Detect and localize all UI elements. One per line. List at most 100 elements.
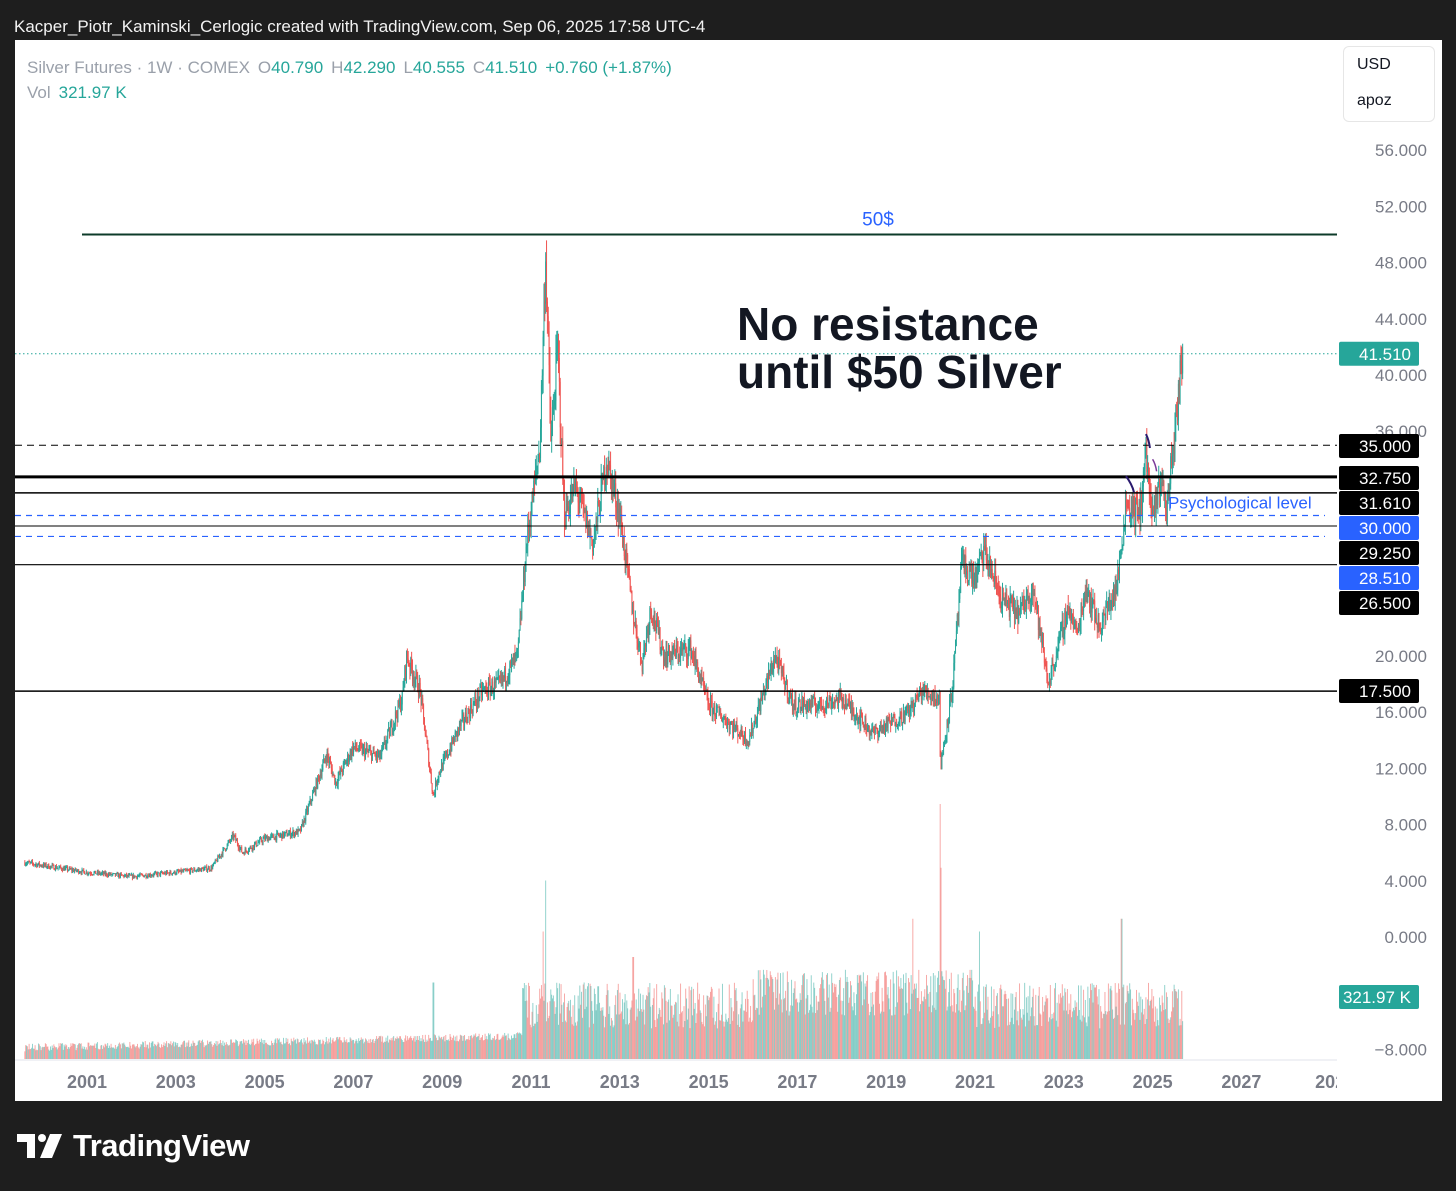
candle bbox=[301, 819, 303, 827]
candle bbox=[1055, 646, 1057, 668]
candle bbox=[278, 833, 280, 838]
candle bbox=[777, 656, 779, 674]
candle bbox=[388, 727, 390, 739]
candle bbox=[1054, 664, 1056, 672]
candle bbox=[569, 484, 571, 527]
volume-bar bbox=[225, 1044, 226, 1059]
candle bbox=[476, 688, 478, 713]
volume-bar bbox=[178, 1047, 179, 1059]
chart-panel[interactable]: 50$ Psychological level No resistance until… bbox=[15, 40, 1442, 1101]
volume-bar bbox=[1172, 1007, 1174, 1059]
volume-bar bbox=[491, 1040, 493, 1059]
volume-bar bbox=[166, 1047, 168, 1059]
candle bbox=[964, 554, 966, 578]
candle bbox=[692, 646, 694, 666]
candle bbox=[980, 543, 982, 560]
volume-bar bbox=[797, 1002, 799, 1059]
candle bbox=[1025, 586, 1027, 619]
volume-bar bbox=[543, 1000, 545, 1059]
volume-bar bbox=[278, 1038, 280, 1059]
volume-bar bbox=[78, 1043, 80, 1059]
currency-selector[interactable]: USD apoz bbox=[1343, 46, 1435, 122]
candle bbox=[414, 676, 416, 691]
volume-bar bbox=[1076, 1002, 1078, 1059]
volume-bar bbox=[541, 996, 543, 1059]
volume-bar bbox=[1039, 1013, 1041, 1059]
candle bbox=[517, 637, 519, 658]
candle bbox=[564, 511, 566, 530]
volume-bar bbox=[973, 1008, 975, 1059]
volume-bar bbox=[577, 995, 579, 1059]
volume-bar bbox=[1043, 1011, 1044, 1059]
volume-bar bbox=[716, 1012, 717, 1059]
volume-bar bbox=[544, 983, 546, 1059]
volume-bar bbox=[192, 1040, 194, 1059]
candle bbox=[750, 732, 752, 737]
candle bbox=[263, 834, 265, 839]
volume-bar bbox=[950, 972, 952, 1059]
volume-bar bbox=[272, 1044, 274, 1059]
volume-bar bbox=[796, 998, 798, 1059]
volume-bar bbox=[454, 1036, 456, 1059]
candle bbox=[213, 861, 215, 865]
volume-bar bbox=[931, 1012, 933, 1059]
candle bbox=[1076, 620, 1078, 635]
candle bbox=[124, 873, 126, 878]
volume-bar bbox=[260, 1038, 262, 1059]
volume-bar bbox=[79, 1043, 81, 1059]
candle bbox=[317, 775, 319, 790]
candle bbox=[565, 492, 567, 530]
volume-bar bbox=[433, 982, 435, 1059]
volume-bar bbox=[317, 1044, 319, 1059]
candle bbox=[509, 660, 511, 685]
volume-bar bbox=[388, 1042, 390, 1059]
candle bbox=[334, 774, 336, 786]
candle bbox=[177, 868, 179, 872]
price-tag: 28.510 bbox=[1359, 569, 1411, 588]
annotation-text: No resistance bbox=[737, 298, 1039, 350]
volume-bar bbox=[666, 1022, 668, 1059]
volume-bar bbox=[1001, 989, 1003, 1059]
volume-bar bbox=[771, 977, 773, 1059]
symbol-label[interactable]: Silver Futures · 1W · COMEX bbox=[27, 58, 250, 77]
volume-bar bbox=[464, 1040, 466, 1059]
candle bbox=[890, 712, 892, 726]
volume-bar bbox=[496, 1034, 498, 1059]
volume-bar bbox=[657, 1014, 659, 1059]
volume-bar bbox=[935, 1009, 937, 1059]
candle bbox=[779, 659, 781, 666]
candle bbox=[431, 782, 433, 795]
candle bbox=[335, 781, 337, 787]
candle bbox=[720, 708, 722, 719]
volume-bar bbox=[1014, 997, 1016, 1059]
candle bbox=[679, 646, 681, 663]
candle bbox=[784, 677, 786, 696]
candle bbox=[48, 863, 50, 869]
scale-label[interactable]: apoz bbox=[1357, 92, 1392, 109]
volume-bar bbox=[472, 1036, 474, 1059]
candle bbox=[339, 766, 341, 776]
candle bbox=[704, 685, 706, 695]
candle bbox=[1129, 494, 1131, 523]
candle bbox=[722, 715, 724, 729]
volume-bar bbox=[184, 1040, 185, 1059]
candle bbox=[100, 872, 102, 876]
currency-label[interactable]: USD bbox=[1357, 56, 1391, 73]
candle bbox=[469, 708, 471, 725]
volume-bar bbox=[467, 1039, 469, 1059]
candle bbox=[514, 644, 516, 666]
candle bbox=[36, 863, 38, 869]
candle bbox=[1124, 489, 1126, 535]
candle bbox=[485, 680, 487, 695]
volume-bar bbox=[729, 1024, 731, 1059]
candle bbox=[621, 505, 623, 535]
volume-bar bbox=[295, 1039, 296, 1059]
volume-bar bbox=[219, 1039, 221, 1059]
candle bbox=[340, 767, 342, 780]
volume-bar bbox=[681, 1011, 683, 1059]
volume-bar bbox=[462, 1040, 464, 1059]
candle bbox=[575, 469, 577, 493]
candle bbox=[529, 511, 531, 537]
volume-bar bbox=[137, 1047, 139, 1059]
